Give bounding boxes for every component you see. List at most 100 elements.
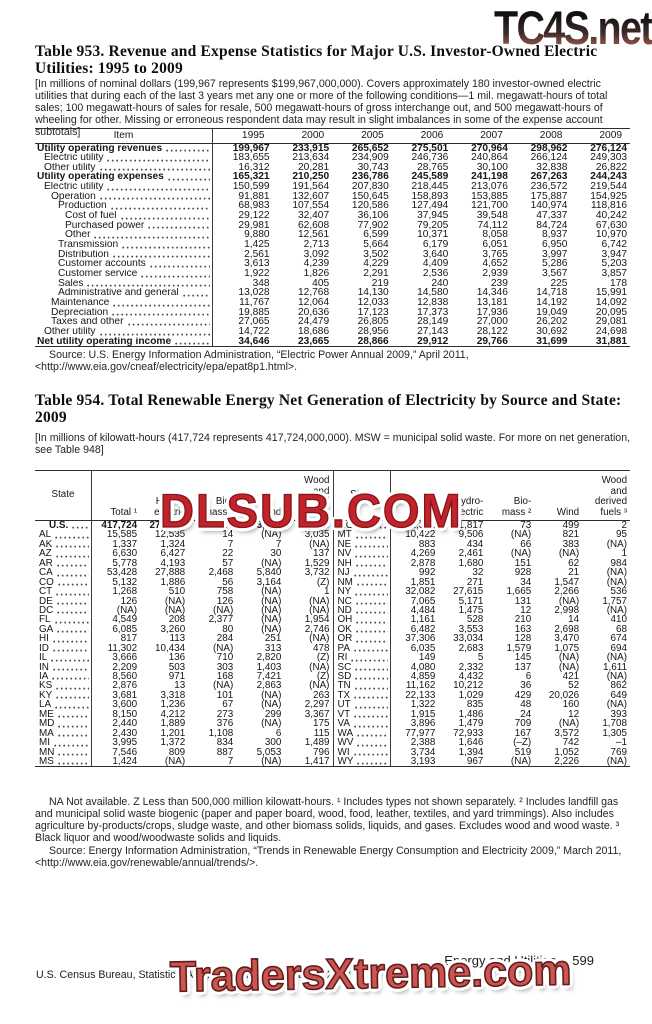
cell-value: 510 [168,586,186,598]
table-row: KS 2,876 13 (NA) 2,863 (NA) [35,680,333,692]
table-row: Other utility 14,722 18,686 28,956 27,143 28,… [35,327,630,337]
cell-value: 3,732 [304,567,330,579]
table-row: ME 8,150 4,212 273 299 3,367 [35,708,333,720]
table-row: Electric utility 150,599 191,564 207,830 218… [35,182,630,192]
row-label-cell: Production [35,201,213,212]
cell-value: 383 [562,538,580,550]
table-row: KY 3,681 3,318 101 (NA) 263 [35,689,333,701]
cell-value: 4,269 [410,548,436,560]
cell-value: 9,506 [458,529,484,541]
cell-value: 20,095 [595,306,628,318]
cell-value: 758 [216,586,234,598]
row-label-cell: Purchased power [35,220,213,231]
row-label: Taxes and other [51,317,124,327]
column-header-total: Total ¹ [110,506,138,518]
cell-value: 14,130 [357,287,389,299]
dot-leader [354,683,388,690]
dot-leader [353,570,388,577]
cell-value: 218,445 [411,181,449,193]
cell-value: 887 [216,746,234,758]
row-label: OR [337,634,353,644]
cell-value: 1,486 [458,708,484,720]
row-label: ME [39,709,54,720]
row-label-cell: MO [334,521,391,531]
dot-leader [113,300,210,307]
table953-body: Utility operating revenues 199,967 233,915… [35,142,630,347]
row-label: KY [39,690,53,701]
table954-note: [In millions of kilowatt-hours (417,724 … [35,432,631,457]
row-label-cell: WY [334,756,391,767]
dot-leader [56,683,89,690]
cell-value: 26,822 [595,161,628,173]
row-label: FL [39,615,51,625]
cell-value: 5,286 [541,258,568,270]
cell-value: 1,108 [208,727,234,739]
column-header-wind: Wind [259,506,282,518]
dot-leader [58,749,89,756]
row-label: DC [39,605,54,616]
table-row: Net utility operating income 34,646 23,665… [35,335,630,347]
cell-value: 160 [562,699,580,711]
cell-value: 2,332 [458,661,484,673]
row-label: Electric utility [44,153,104,163]
cell-value: 1,479 [458,718,484,730]
cell-value: (–Z) [513,737,532,749]
table954-left-header-row: State Total ¹ Hydro- electric Bio- mass … [35,471,333,521]
cell-value: 821 [562,529,580,541]
cell-value: 265,652 [351,142,389,154]
row-label-cell: MS [35,756,92,767]
row-label-cell: Electric utility [35,182,213,192]
dot-leader [57,608,89,615]
row-label-cell: AK [35,539,92,550]
cell-value: 928 [514,567,532,579]
cell-value: 12,768 [297,287,330,299]
row-label-cell: MN [35,747,92,757]
cell-value: 34,646 [238,335,270,347]
cell-value: 1,889 [160,718,186,730]
cell-value: 24,698 [595,325,628,337]
cell-value: 23,665 [297,335,330,347]
row-label-cell: CA [35,568,92,578]
table953-header-row: Item 1995 2000 2005 2006 2007 2008 2009 [35,129,630,144]
table-row: DC (NA) (NA) (NA) (NA) (NA) [35,605,333,616]
row-label: Production [58,201,107,212]
cell-value: 183,655 [232,152,270,164]
cell-value: (NA) [606,567,628,579]
cell-value: 8,150 [112,708,138,720]
dot-leader [355,608,388,615]
cell-value: 13,028 [238,287,270,299]
cell-value: 3,572 [554,727,580,739]
row-label-cell: CO [35,577,92,588]
cell-value: 3,765 [482,248,508,260]
dot-leader [52,665,89,671]
dot-leader [99,194,210,201]
cell-value: 434 [466,538,484,550]
row-label-cell: KS [35,681,92,691]
cell-value: 62 [568,557,580,569]
cell-value: (NA) [606,671,628,682]
dot-leader [112,252,210,259]
row-label-cell: MA [35,728,92,739]
cell-value: 4,409 [422,258,449,270]
cell-value: 234,909 [351,152,389,164]
cell-value: 73 [520,520,532,531]
cell-value: 24,479 [297,316,330,328]
cell-value: 1,052 [554,746,580,758]
table-row: CO 5,132 1,886 56 3,164 (Z) [35,577,333,588]
cell-value: 1,680 [458,557,484,569]
cell-value: 101 [216,689,234,701]
cell-value: 1,851 [410,576,436,588]
cell-value: 1,826 [303,268,330,280]
cell-value: 115 [313,727,330,739]
cell-value: 817 [120,633,138,645]
cell-value: 31,881 [595,335,628,347]
cell-value: 199,967 [232,142,270,154]
section-title: Energy and Utilities [444,953,557,968]
cell-value: 2,876 [112,680,138,692]
cell-value: 3,613 [244,258,270,270]
dot-leader [51,655,89,662]
table-row: SD 4,859 4,432 6 421 (NA) [334,671,631,682]
row-label-cell: IL [35,653,92,663]
row-label-cell: Customer accounts [35,259,213,270]
cell-value: 11,162 [405,680,436,692]
